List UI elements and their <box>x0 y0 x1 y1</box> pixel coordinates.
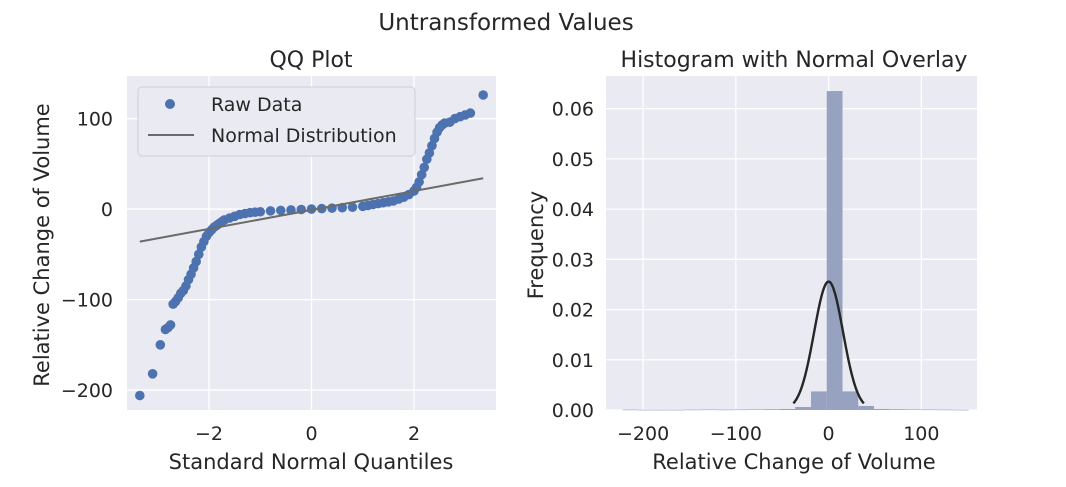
qq-tick-labels: −2 0 2 −200 −100 0 100 <box>61 109 420 445</box>
qq-legend-box <box>137 86 416 157</box>
qq-data-point <box>165 320 176 330</box>
qq-data-point <box>135 390 145 401</box>
histogram-bar <box>700 409 717 411</box>
histogram-x-tick-label: 0 <box>823 423 835 445</box>
qq-data-point <box>255 206 266 217</box>
histogram-x-tick-label: 100 <box>903 423 939 445</box>
qq-data-point <box>147 368 158 379</box>
histogram-bar <box>637 409 654 411</box>
qq-data-point <box>275 205 286 216</box>
histogram-bar <box>795 406 811 410</box>
histogram-y-axis-label: Frequency <box>524 191 548 300</box>
qq-x-tick-label: −2 <box>195 423 223 445</box>
qq-y-axis-label: Relative Change of Volume <box>30 103 54 386</box>
normal-pdf-curve <box>792 280 865 405</box>
histogram-y-tick-label: 0.00 <box>552 400 594 422</box>
histogram-bar <box>684 409 701 411</box>
histogram-bar <box>763 409 780 410</box>
qq-x-tick-label: 2 <box>408 423 420 445</box>
histogram-x-tick-label: −200 <box>617 423 669 445</box>
legend-raw-data-marker <box>165 99 175 109</box>
qq-data-point <box>347 202 358 213</box>
qq-data-point <box>424 148 435 158</box>
histogram-bar <box>874 408 890 410</box>
histogram-title: Histogram with Normal Overlay <box>621 48 968 73</box>
histogram-bar <box>669 409 685 411</box>
histogram-bar <box>842 391 859 410</box>
qq-x-axis-label: Standard Normal Quantiles <box>169 450 454 474</box>
qq-data-point <box>265 206 276 216</box>
histogram-bars <box>622 91 969 411</box>
qq-y-tick-label: 0 <box>101 199 113 221</box>
qq-data-point <box>427 140 437 151</box>
histogram-bar <box>747 409 764 410</box>
histogram-bar <box>826 91 843 410</box>
qq-marks <box>135 90 488 401</box>
histogram-bar <box>653 409 670 411</box>
histogram-y-tick-label: 0.02 <box>552 300 594 322</box>
histogram-bar <box>905 409 922 410</box>
qq-y-tick-label: −200 <box>61 380 113 402</box>
qq-y-tick-label: −100 <box>61 290 113 312</box>
qq-data-point <box>465 108 476 118</box>
histogram-bar <box>952 409 969 411</box>
figure-suptitle: Untransformed Values <box>378 10 633 36</box>
histogram-bar <box>732 409 748 411</box>
histogram-y-tick-label: 0.01 <box>552 350 594 372</box>
qq-x-tick-label: 0 <box>305 423 317 445</box>
histogram-bar <box>779 408 796 410</box>
histogram-bar <box>921 409 938 411</box>
histogram-tick-labels: −200 −100 0 100 0.00 0.01 0.02 0.03 0.04 0.05 0.06 <box>552 99 940 445</box>
histogram-y-tick-label: 0.03 <box>552 249 594 271</box>
qq-data-point <box>419 162 430 173</box>
qq-y-tick-label: 100 <box>77 109 113 131</box>
qq-plot-panel: −2 0 2 −200 −100 0 100 QQ Plot Standard Normal… <box>30 48 496 474</box>
histogram-y-tick-label: 0.06 <box>552 99 594 121</box>
histogram-bar <box>622 409 638 411</box>
qq-data-point <box>193 249 204 260</box>
qq-normal-line <box>139 177 484 243</box>
qq-data-point <box>414 177 424 187</box>
histogram-bar <box>716 409 733 411</box>
qq-legend: Raw Data Normal Distribution <box>137 86 416 157</box>
normal-overlay <box>792 280 865 405</box>
legend-normal-label: Normal Distribution <box>211 125 397 147</box>
histogram-y-tick-label: 0.04 <box>552 199 594 221</box>
qq-plot-title: QQ Plot <box>269 48 352 73</box>
histogram-bar <box>889 409 906 410</box>
histogram-plot-area <box>606 76 977 410</box>
qq-data-point <box>155 340 166 350</box>
legend-raw-data-label: Raw Data <box>211 94 302 116</box>
histogram-bar <box>858 405 875 410</box>
histogram-x-axis-label: Relative Change of Volume <box>652 450 935 474</box>
histogram-y-tick-label: 0.05 <box>552 149 594 171</box>
histogram-bar <box>810 391 827 410</box>
qq-data-point <box>478 90 488 100</box>
qq-data-point <box>416 169 427 180</box>
histogram-x-tick-label: −100 <box>710 423 762 445</box>
histogram-panel: −200 −100 0 100 0.00 0.01 0.02 0.03 0.04 0.05 0.06… <box>524 48 977 474</box>
histogram-bar <box>937 409 953 411</box>
qq-data-point <box>191 256 201 267</box>
